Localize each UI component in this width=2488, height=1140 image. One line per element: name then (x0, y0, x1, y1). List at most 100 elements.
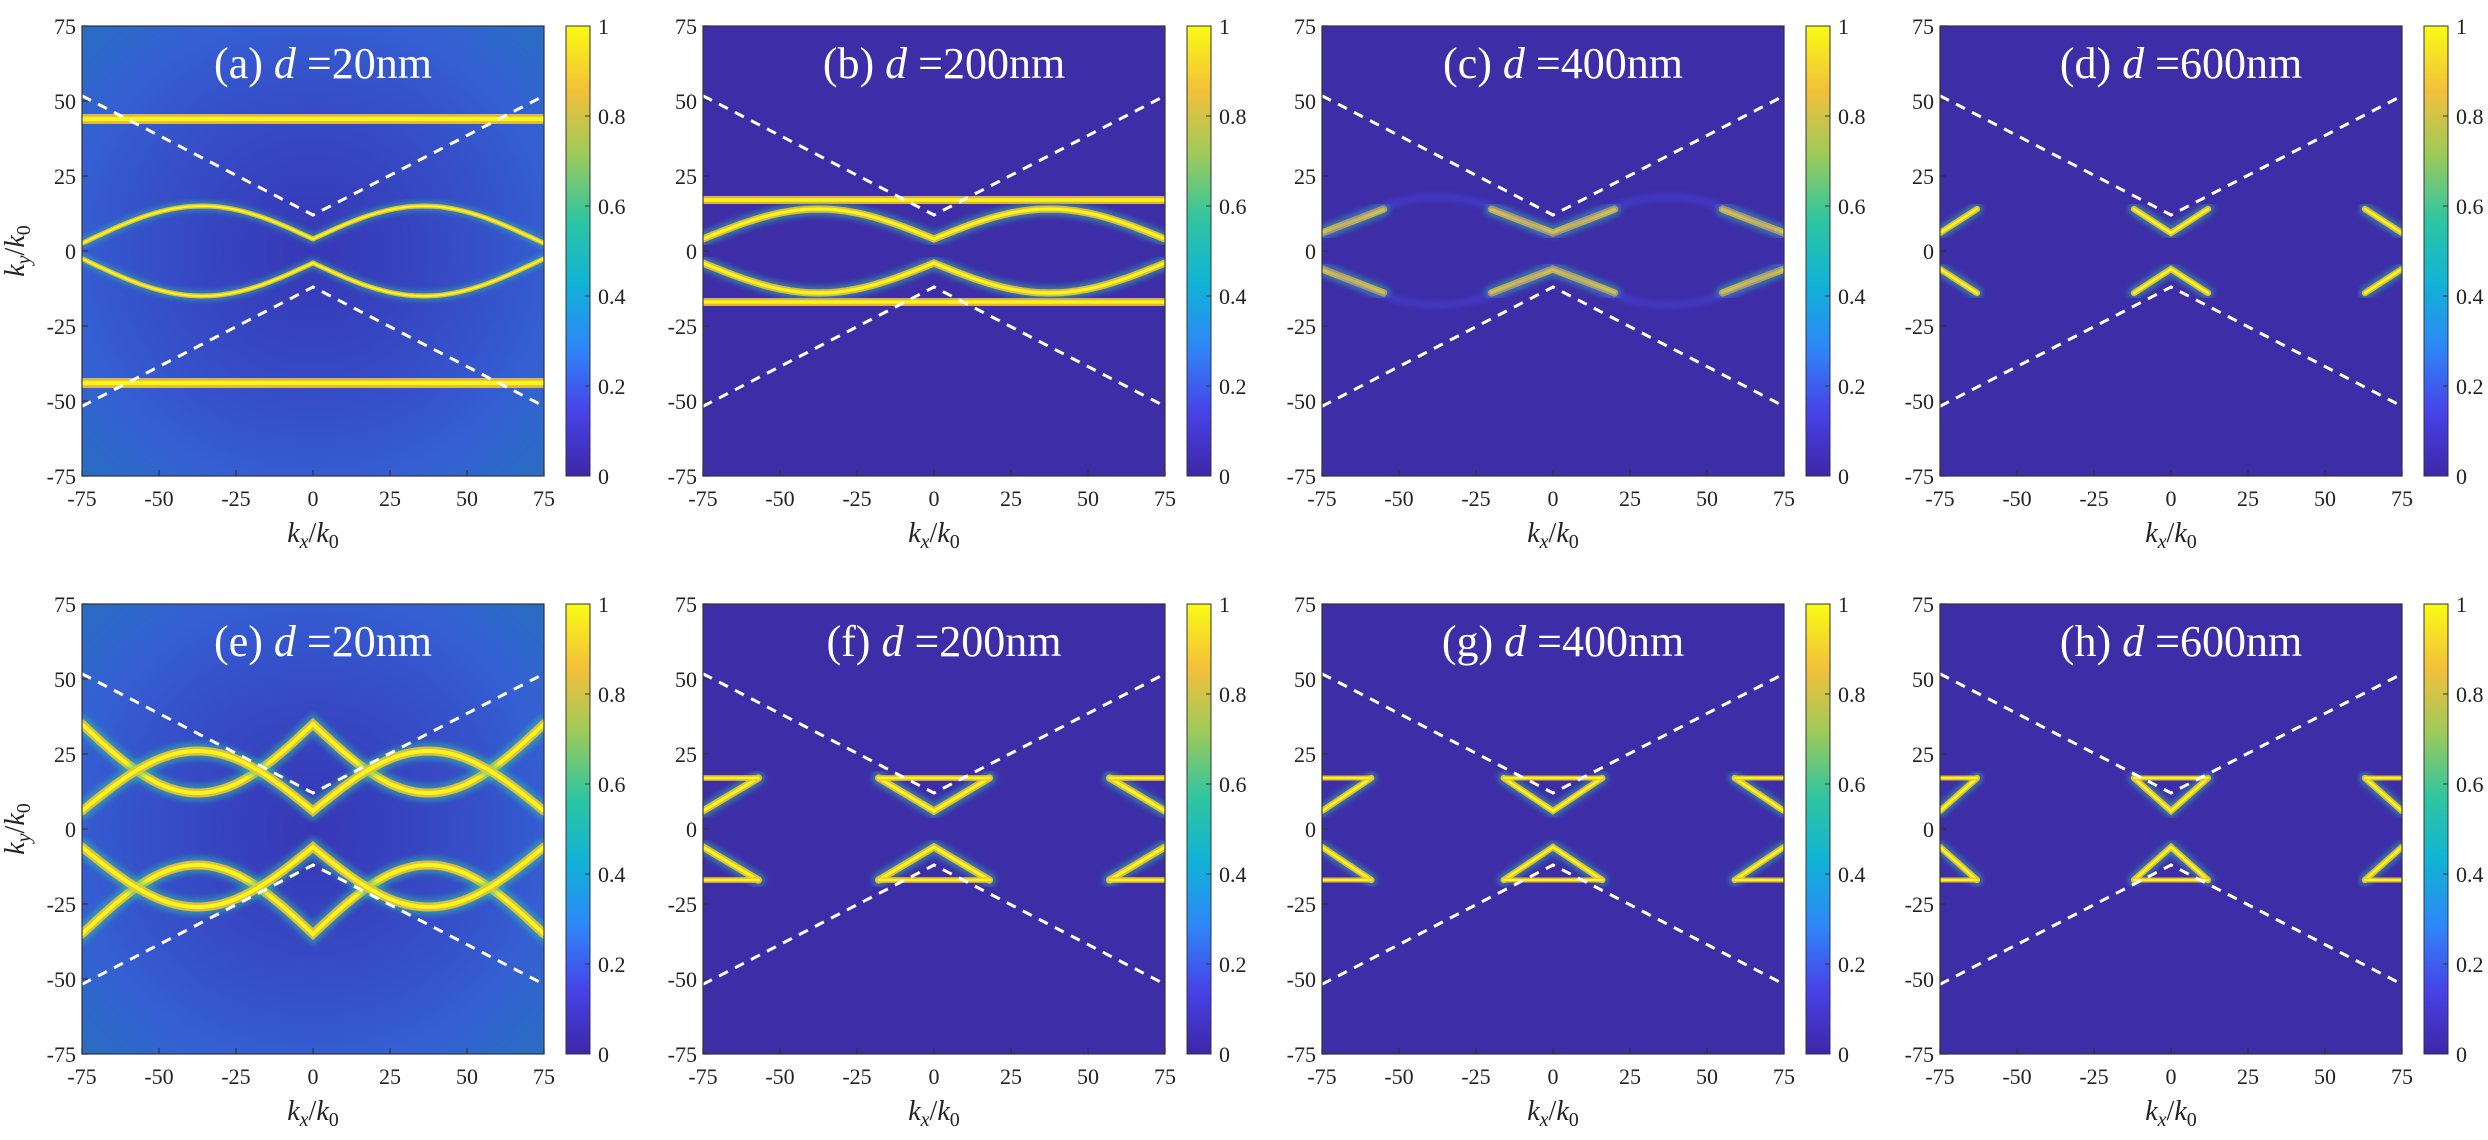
y-tick-label: 25 (675, 742, 697, 767)
center-wedge-upper (2132, 776, 2210, 813)
panel-title: (e) d =20nm (214, 617, 432, 666)
colorbar-tick-label: 0.4 (1838, 284, 1866, 309)
x-tick-label: 0 (2166, 1064, 2177, 1089)
colorbar-tick-label: 0 (2456, 464, 2467, 489)
arc-band-upper (703, 207, 1165, 241)
colorbar-tick-label: 0.8 (1219, 104, 1247, 129)
heatmap-background (703, 26, 1165, 476)
y-tick-label: 75 (1294, 14, 1316, 39)
x-tick-label: -75 (67, 1064, 96, 1089)
y-tick-label: -75 (47, 464, 76, 489)
colorbar-tick-label: 1 (1219, 592, 1230, 617)
edge-wedge-right-lower (2363, 267, 2402, 295)
colorbar-tick-label: 0.6 (598, 772, 626, 797)
y-tick-label: 0 (686, 239, 697, 264)
center-wedge-upper (1502, 776, 1604, 813)
colorbar-tick-label: 0.4 (598, 862, 626, 887)
heatmap-background (1940, 604, 2402, 1054)
x-tick-label: -25 (221, 1064, 250, 1089)
colorbar-tick-label: 0.8 (1838, 104, 1866, 129)
colorbar-tick-label: 0.4 (1838, 862, 1866, 887)
light-cone-lower (703, 285, 1165, 408)
light-cone-upper (1940, 672, 2402, 795)
y-tick-label: 0 (1305, 239, 1316, 264)
x-tick-label: -50 (2002, 1064, 2031, 1089)
y-tick-label: -50 (668, 389, 697, 414)
x-tick-label: 75 (1773, 1064, 1795, 1089)
x-tick-label: 25 (2237, 1064, 2259, 1089)
edge-wedge-left-upper (1940, 207, 1979, 235)
y-tick-label: -25 (1905, 892, 1934, 917)
x-tick-label: 50 (1077, 486, 1099, 511)
x-axis-label: kx/k0 (1527, 518, 1579, 553)
panel-title: (f) d =200nm (826, 617, 1061, 666)
edge-left-wedge-lower (1940, 845, 1979, 882)
panel-title: (d) d =600nm (2060, 39, 2302, 88)
y-tick-label: -25 (668, 892, 697, 917)
colorbar-tick-label: 1 (1838, 14, 1849, 39)
x-tick-label: 75 (533, 1064, 555, 1089)
y-tick-label: 25 (1912, 164, 1934, 189)
x-tick-label: 50 (2314, 1064, 2336, 1089)
light-cone-upper (1322, 672, 1784, 795)
edge-left-wedge-lower (1322, 845, 1373, 882)
x-tick-label: 0 (1548, 486, 1559, 511)
x-tick-label: 75 (1154, 1064, 1176, 1089)
panel-title: (c) d =400nm (1443, 39, 1683, 88)
x-axis-label: kx/k0 (287, 1096, 339, 1131)
heatmap-panel-c: -75 -50 -25 0 25 50 75 75 50 25 0 -25 -50 -75 kx/k0 (c)… (1287, 14, 1866, 553)
x-tick-label: 0 (308, 1064, 319, 1089)
y-tick-label: -75 (668, 464, 697, 489)
y-tick-label: -50 (1287, 967, 1316, 992)
y-tick-label: 25 (1294, 164, 1316, 189)
y-tick-label: 25 (54, 164, 76, 189)
edge-left-wedge-lower (703, 845, 760, 882)
colorbar-tick-label: 0.4 (1219, 284, 1247, 309)
colorbar-tick-label: 1 (598, 592, 609, 617)
colorbar (565, 603, 591, 1055)
y-tick-label: -50 (668, 967, 697, 992)
edge-left-wedge-upper (1940, 776, 1979, 813)
x-tick-label: 0 (929, 486, 940, 511)
y-tick-label: 75 (54, 14, 76, 39)
edge-wedge-left-lower (1940, 267, 1979, 295)
y-tick-label: 75 (675, 14, 697, 39)
y-tick-label: -75 (1905, 464, 1934, 489)
colorbar-tick-label: 0 (598, 1042, 609, 1067)
colorbar (565, 25, 591, 477)
y-tick-label: -25 (47, 892, 76, 917)
panel-title: (h) d =600nm (2060, 617, 2302, 666)
x-tick-label: 25 (1000, 1064, 1022, 1089)
colorbar-tick-label: 0.4 (1219, 862, 1247, 887)
y-tick-label: 25 (54, 742, 76, 767)
x-tick-label: 75 (533, 486, 555, 511)
x-tick-label: -50 (2002, 486, 2031, 511)
x-tick-label: -25 (221, 486, 250, 511)
heatmap-panel-a: -75 -50 -25 0 25 50 75 75 50 25 0 -25 -50 -75 kx/k0 ky/… (0, 14, 626, 553)
y-tick-label: 0 (65, 817, 76, 842)
colorbar-tick-label: 0.2 (1838, 374, 1866, 399)
light-cone-upper (703, 672, 1165, 795)
y-tick-label: 75 (1294, 592, 1316, 617)
y-tick-label: 25 (675, 164, 697, 189)
edge-right-wedge-upper (2363, 776, 2402, 813)
x-tick-label: 0 (2166, 486, 2177, 511)
x-tick-label: -25 (842, 1064, 871, 1089)
x-tick-label: 75 (2391, 1064, 2413, 1089)
panel-title: (a) d =20nm (214, 39, 432, 88)
colorbar-tick-label: 0.6 (1219, 194, 1247, 219)
light-cone-lower (1940, 863, 2402, 986)
y-tick-label: -25 (1287, 314, 1316, 339)
colorbar-tick-label: 0.6 (2456, 194, 2484, 219)
edge-right-wedge-upper (1108, 776, 1165, 813)
heatmap-panel-f: -75 -50 -25 0 25 50 75 75 50 25 0 -25 -50 -75 kx/k0 (f)… (668, 592, 1247, 1131)
colorbar-tick-label: 0.8 (598, 682, 626, 707)
heatmap-panel-d: -75 -50 -25 0 25 50 75 75 50 25 0 -25 -50 -75 kx/k0 (d)… (1905, 14, 2484, 553)
heatmap-panel-h: -75 -50 -25 0 25 50 75 75 50 25 0 -25 -50 -75 kx/k0 (h)… (1905, 592, 2484, 1131)
arc-band-lower (703, 261, 1165, 295)
colorbar-tick-label: 0 (1219, 464, 1230, 489)
x-tick-label: -25 (2079, 486, 2108, 511)
x-tick-label: 25 (2237, 486, 2259, 511)
colorbar (1805, 25, 1831, 477)
y-tick-label: -25 (1287, 892, 1316, 917)
